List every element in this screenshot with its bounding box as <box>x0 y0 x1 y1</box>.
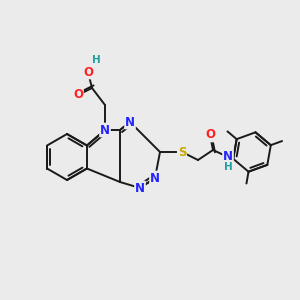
Text: N: N <box>150 172 160 184</box>
Text: S: S <box>178 146 186 158</box>
Text: O: O <box>205 128 215 142</box>
Text: H: H <box>92 55 100 65</box>
Text: N: N <box>125 116 135 128</box>
Text: H: H <box>224 162 232 172</box>
Text: O: O <box>83 65 93 79</box>
Text: N: N <box>100 124 110 136</box>
Text: N: N <box>135 182 145 194</box>
Text: O: O <box>73 88 83 101</box>
Text: N: N <box>223 151 233 164</box>
